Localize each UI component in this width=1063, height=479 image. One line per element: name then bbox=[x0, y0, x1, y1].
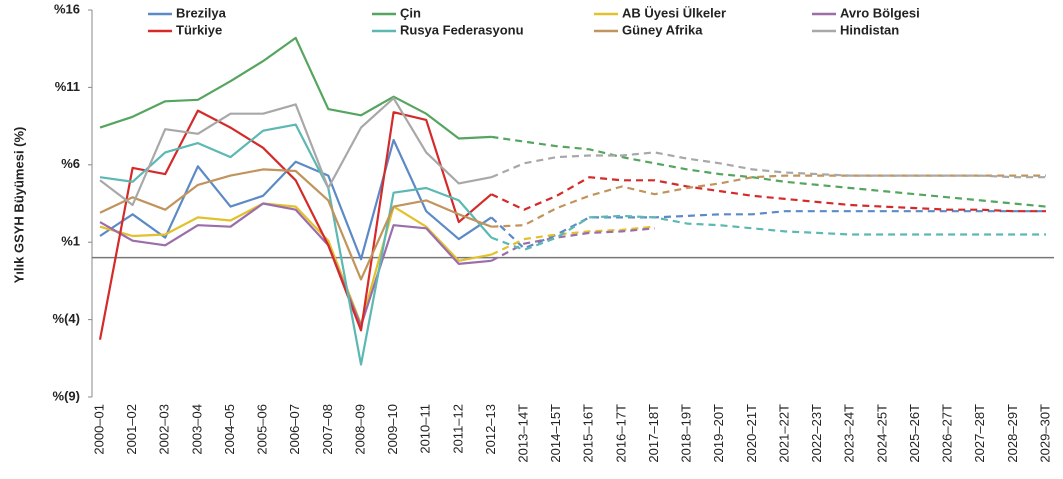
forecast-line bbox=[490, 151, 1046, 179]
y-tick-label: %(4) bbox=[53, 311, 80, 326]
series-line bbox=[99, 202, 492, 327]
x-tick-label: 2023–24T bbox=[842, 404, 857, 463]
series-line bbox=[99, 97, 492, 207]
x-tick-label: 2009–10 bbox=[385, 404, 400, 455]
series-line bbox=[99, 138, 493, 261]
x-tick-label: 2025–26T bbox=[907, 404, 922, 463]
legend-label: Güney Afrika bbox=[622, 22, 703, 37]
series-line bbox=[99, 168, 492, 281]
x-tick-label: 2027–28T bbox=[972, 404, 987, 463]
series-line bbox=[99, 36, 492, 140]
legend-label: Brezilya bbox=[176, 5, 227, 20]
forecast-line bbox=[490, 227, 655, 262]
series-line bbox=[98, 109, 493, 340]
legend-label: Türkiye bbox=[176, 22, 222, 37]
y-axis-label: Yılık GSYH Büyümesi (%) bbox=[11, 127, 26, 284]
x-tick-label: 2011–12 bbox=[450, 404, 465, 454]
legend-label: Avro Bölgesi bbox=[840, 5, 920, 20]
x-tick-label: 2010–11 bbox=[418, 404, 433, 454]
x-tick-label: 2018–19T bbox=[679, 404, 694, 463]
x-tick-label: 2026–27T bbox=[940, 404, 955, 463]
x-tick-label: 2006–07 bbox=[287, 404, 302, 455]
x-tick-label: 2008–09 bbox=[352, 404, 367, 455]
x-tick-label: 2024–25T bbox=[874, 404, 889, 463]
legend-label: Çin bbox=[400, 5, 421, 20]
forecast-line bbox=[490, 176, 1046, 213]
y-tick-label: %(9) bbox=[53, 388, 80, 403]
x-tick-label: 2012–13 bbox=[483, 404, 498, 455]
y-tick-label: %16 bbox=[54, 1, 80, 16]
series-line bbox=[99, 123, 493, 366]
x-tick-label: 2016–17T bbox=[613, 404, 628, 463]
forecast-line bbox=[491, 135, 1047, 208]
legend-label: AB Üyesi Ülkeler bbox=[622, 5, 726, 20]
y-tick-label: %11 bbox=[55, 79, 80, 94]
x-tick-label: 2014–15T bbox=[548, 404, 563, 463]
x-tick-label: 2013–14T bbox=[516, 404, 531, 463]
x-tick-label: 2004–05 bbox=[222, 404, 237, 455]
y-tick-label: %1 bbox=[61, 234, 80, 249]
x-tick-label: 2000–01 bbox=[91, 404, 106, 455]
x-tick-label: 2003–04 bbox=[189, 404, 204, 455]
x-tick-label: 2021–22T bbox=[776, 404, 791, 463]
x-tick-label: 2019–20T bbox=[711, 404, 726, 463]
legend-label: Rusya Federasyonu bbox=[400, 22, 524, 37]
x-tick-label: 2022–23T bbox=[809, 404, 824, 463]
forecast-line bbox=[490, 225, 655, 256]
x-tick-label: 2007–08 bbox=[320, 404, 335, 455]
legend-label: Hindistan bbox=[840, 22, 899, 37]
x-tick-label: 2001–02 bbox=[124, 404, 139, 455]
x-tick-label: 2020–21T bbox=[744, 404, 759, 463]
y-tick-label: %6 bbox=[61, 156, 80, 171]
x-tick-label: 2028–29T bbox=[1005, 404, 1020, 463]
x-tick-label: 2002–03 bbox=[157, 404, 172, 455]
x-tick-label: 2029–30T bbox=[1037, 404, 1052, 463]
x-tick-label: 2005–06 bbox=[255, 404, 270, 455]
series-line bbox=[99, 202, 492, 326]
x-tick-label: 2017–18T bbox=[646, 404, 661, 463]
forecast-line bbox=[491, 174, 1046, 228]
x-tick-label: 2015–16T bbox=[581, 404, 596, 463]
forecast-line bbox=[491, 214, 1046, 251]
